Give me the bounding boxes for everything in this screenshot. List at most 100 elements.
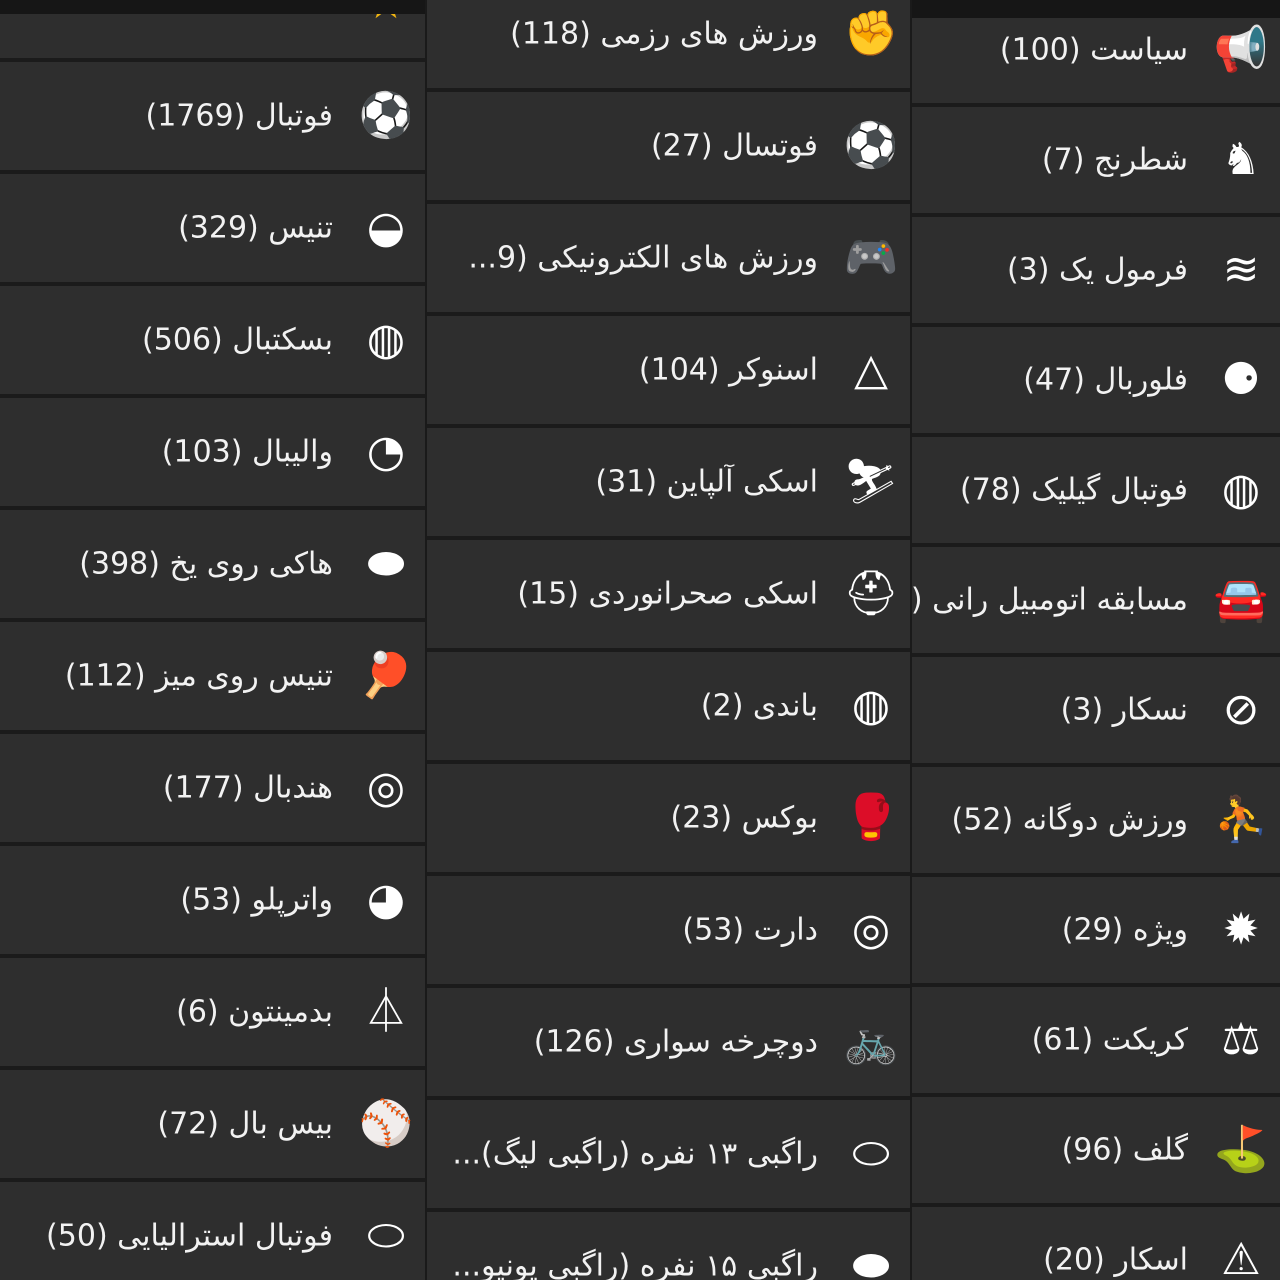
sport-label: شطرنج (7) <box>1041 142 1188 178</box>
sport-label: ورزش های الکترونیکی (9... <box>468 240 818 276</box>
shuttlecock-icon: ⏃ <box>364 986 408 1037</box>
sport-label: فوتبال (1769) <box>145 98 334 134</box>
megaphone-icon: 📢 <box>1213 24 1269 75</box>
sport-label: هاکی روی یخ (398) <box>79 546 333 582</box>
sport-label: ورزش های رزمی (118) <box>510 16 818 52</box>
handball-icon: ◎ <box>366 762 406 813</box>
sport-list-item[interactable]: ویژه (29) ✹ <box>912 877 1280 987</box>
formula-one-icon: ≋ <box>1222 244 1260 295</box>
hockey-puck-icon: ⬬ <box>367 538 405 589</box>
sport-list-item[interactable]: دوچرخه سواری (126) 🚲 <box>427 988 910 1100</box>
sport-list-item[interactable]: تنیس (329) ◒ <box>0 174 425 286</box>
sport-list-item[interactable]: بسکتبال (506) ◍ <box>0 286 425 398</box>
sport-list-item[interactable]: فوتبال (1769) ⚽ <box>0 62 425 174</box>
sport-label: واترپلو (53) <box>180 882 333 918</box>
sport-label: اسنوکر (104) <box>638 352 818 388</box>
sport-list-item[interactable]: ورزش های رزمی (118) ✊ <box>427 0 910 92</box>
sport-label: مسابقه اتومبیل رانی ( <box>912 582 1188 618</box>
sport-label: اسکی آلپاین (31) <box>595 464 818 500</box>
sport-label: بدمینتون (6) <box>176 994 333 1030</box>
sport-label: کریکت (61) <box>1031 1022 1188 1058</box>
sport-list-item[interactable]: اسکی صحرانوردی (15) ⛑ <box>427 540 910 652</box>
sport-list-item[interactable]: باندی (2) ◍ <box>427 652 910 764</box>
sport-list-item[interactable]: بیس بال (72) ⚾ <box>0 1070 425 1182</box>
tennis-ball-icon: ◒ <box>366 202 406 253</box>
biathlon-shooter-icon: ⛹ <box>1213 794 1269 845</box>
sport-list-item[interactable]: فوتسال (27) ⚽ <box>427 92 910 204</box>
sport-label: فرمول یک (3) <box>1006 252 1188 288</box>
bandy-ball-icon: ◍ <box>851 680 891 731</box>
sport-label: دارت (53) <box>682 912 818 948</box>
sport-label: فلوربال (47) <box>1023 362 1188 398</box>
sport-label: باندی (2) <box>700 688 818 724</box>
snooker-triangle-icon: △ <box>854 344 888 395</box>
special-badge-icon: ✹ <box>1222 904 1260 955</box>
top-bar <box>0 0 425 14</box>
sport-list-item[interactable]: اسنوکر (104) △ <box>427 316 910 428</box>
cross-country-ski-icon: ⛑ <box>843 568 899 619</box>
sport-label: تنیس (329) <box>178 210 333 246</box>
martial-arts-glove-icon: ✊ <box>843 8 899 59</box>
sport-list-item[interactable]: فرمول یک (3) ≋ <box>912 217 1280 327</box>
basketball-icon: ◍ <box>366 314 406 365</box>
sport-label: اسکار (20) <box>1043 1242 1188 1278</box>
sport-list-item[interactable]: بدمینتون (6) ⏃ <box>0 958 425 1070</box>
sport-list-item[interactable]: والیبال (103) ◔ <box>0 398 425 510</box>
sport-label: راگبی ۱۵ نفره (راگبی یونیو... <box>452 1248 818 1280</box>
sport-list-item[interactable]: هندبال (177) ◎ <box>0 734 425 846</box>
sport-list-item[interactable]: فلوربال (47) ⚈ <box>912 327 1280 437</box>
water-polo-icon: ◕ <box>366 874 406 925</box>
sport-list-item[interactable]: راگبی ۱۵ نفره (راگبی یونیو... ⬬ <box>427 1212 910 1280</box>
top-bar <box>912 0 1280 18</box>
sport-list-item[interactable]: شطرنج (7) ♞ <box>912 107 1280 217</box>
sports-list: ★ فوتبال (1769) ⚽ تنیس (329) ◒ بسکتبال (506) ◍… <box>0 0 425 1280</box>
sport-label: فوتبال استرالیایی (50) <box>46 1218 333 1254</box>
ping-pong-paddle-icon: 🏓 <box>358 650 414 701</box>
sport-label: ورزش دوگانه (52) <box>951 802 1188 838</box>
nascar-icon: ⊘ <box>1222 684 1260 735</box>
sport-list-item[interactable]: هاکی روی یخ (398) ⬬ <box>0 510 425 622</box>
sport-label: اسکی صحرانوردی (15) <box>517 576 818 612</box>
sport-label: گلف (96) <box>1061 1132 1188 1168</box>
sport-list-item[interactable]: کریکت (61) ⚖ <box>912 987 1280 1097</box>
gaelic-football-icon: ◍ <box>1221 464 1261 515</box>
chess-knight-icon: ♞ <box>1221 134 1261 185</box>
oscar-award-icon: ⚠ <box>1221 1234 1261 1280</box>
cricket-icon: ⚖ <box>1221 1014 1261 1065</box>
sport-list-item[interactable]: ورزش دوگانه (52) ⛹ <box>912 767 1280 877</box>
sport-list-item[interactable]: بوکس (23) 🥊 <box>427 764 910 876</box>
futsal-ball-icon: ⚽ <box>843 120 899 171</box>
dartboard-icon: ◎ <box>851 904 891 955</box>
sport-list-item[interactable]: ورزش های الکترونیکی (9... 🎮 <box>427 204 910 316</box>
australian-football-icon: ⬭ <box>367 1210 405 1261</box>
sport-list-item[interactable]: دارت (53) ◎ <box>427 876 910 988</box>
sport-list-item[interactable]: واترپلو (53) ◕ <box>0 846 425 958</box>
sport-list-item[interactable]: گلف (96) ⛳ <box>912 1097 1280 1207</box>
sport-list-item[interactable]: اسکار (20) ⚠ <box>912 1207 1280 1280</box>
sport-label: تنیس روی میز (112) <box>64 658 333 694</box>
sport-label: بوکس (23) <box>670 800 818 836</box>
sport-list-item[interactable]: فوتبال استرالیایی (50) ⬭ <box>0 1182 425 1280</box>
sport-list-item[interactable]: راگبی ۱۳ نفره (راگبی لیگ)... ⬭ <box>427 1100 910 1212</box>
sports-column-2: ورزش های رزمی (118) ✊ فوتسال (27) ⚽ ورزش های… <box>427 0 910 1280</box>
sport-label: سیاست (100) <box>999 32 1188 68</box>
skier-icon: ⛷ <box>843 456 899 507</box>
sport-list-item[interactable]: فوتبال گیلیک (78) ◍ <box>912 437 1280 547</box>
floorball-icon: ⚈ <box>1221 354 1261 405</box>
sport-list-item[interactable]: تنیس روی میز (112) 🏓 <box>0 622 425 734</box>
sport-label: بیس بال (72) <box>157 1106 333 1142</box>
sport-label: هندبال (177) <box>162 770 333 806</box>
sport-list-item[interactable]: مسابقه اتومبیل رانی (🚘 <box>912 547 1280 657</box>
sport-list-item[interactable]: اسکی آلپاین (31) ⛷ <box>427 428 910 540</box>
sport-label: بسکتبال (506) <box>142 322 333 358</box>
bicycle-icon: 🚲 <box>843 1016 899 1067</box>
rugby-league-ball-icon: ⬭ <box>852 1128 890 1179</box>
gamepad-icon: 🎮 <box>843 232 899 283</box>
sports-column-3: سیاست (100) 📢 شطرنج (7) ♞ فرمول یک (3) ≋ فلورب… <box>912 0 1280 1280</box>
sport-label: والیبال (103) <box>161 434 333 470</box>
sports-column-1: ★ فوتبال (1769) ⚽ تنیس (329) ◒ بسکتبال (506) ◍… <box>0 0 425 1280</box>
sport-label: دوچرخه سواری (126) <box>533 1024 818 1060</box>
sport-label: راگبی ۱۳ نفره (راگبی لیگ)... <box>452 1136 818 1172</box>
volleyball-icon: ◔ <box>366 426 406 477</box>
sport-list-item[interactable]: نسکار (3) ⊘ <box>912 657 1280 767</box>
